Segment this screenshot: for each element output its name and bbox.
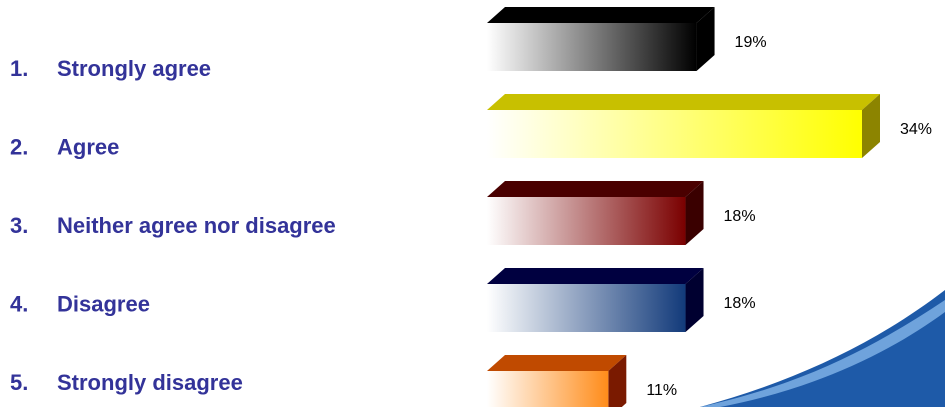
value-label: 18% bbox=[724, 208, 756, 225]
decor-swoosh bbox=[700, 290, 945, 407]
bar bbox=[487, 284, 686, 332]
bar bbox=[487, 197, 686, 245]
plot-area: 1. Strongly agree 19% 2. Agree 34% 3. Neither a… bbox=[10, 7, 932, 407]
category-label: Strongly disagree bbox=[57, 370, 243, 395]
value-label: 18% bbox=[724, 295, 756, 312]
bar-side bbox=[685, 268, 704, 332]
category-label: Strongly agree bbox=[57, 56, 211, 81]
bar-top bbox=[487, 355, 627, 371]
bar-top bbox=[487, 94, 880, 110]
category-number: 3. bbox=[10, 213, 28, 238]
bar bbox=[487, 110, 862, 158]
category-number: 2. bbox=[10, 134, 28, 159]
bar-top bbox=[487, 181, 704, 197]
bar bbox=[487, 371, 609, 407]
bar bbox=[487, 23, 697, 71]
bar-side bbox=[608, 355, 627, 407]
category-number: 1. bbox=[10, 56, 28, 81]
category-label: Neither agree nor disagree bbox=[57, 213, 336, 238]
value-label: 19% bbox=[735, 34, 767, 51]
category-label: Disagree bbox=[57, 291, 150, 316]
category-number: 4. bbox=[10, 291, 28, 316]
bar-side bbox=[685, 181, 704, 245]
value-label: 11% bbox=[646, 382, 677, 399]
bar-top bbox=[487, 7, 715, 23]
bar-side bbox=[862, 94, 880, 158]
bar-side bbox=[696, 7, 715, 71]
value-label: 34% bbox=[900, 121, 932, 138]
category-label: Agree bbox=[57, 134, 119, 159]
bar-top bbox=[487, 268, 704, 284]
category-number: 5. bbox=[10, 370, 28, 395]
